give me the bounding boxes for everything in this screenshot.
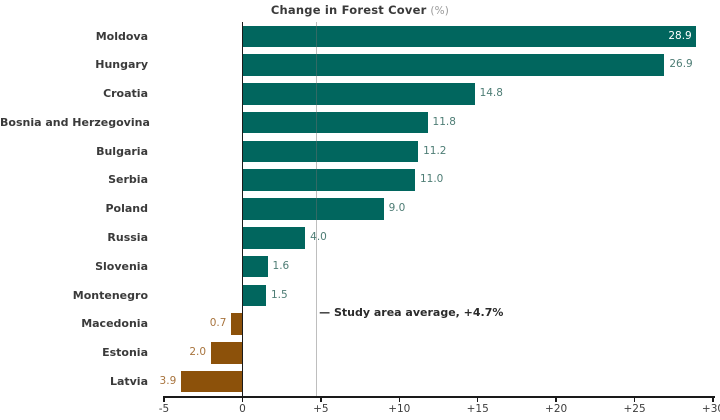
bar-bosnia-and-herzegovina	[242, 111, 428, 134]
bar-russia	[242, 227, 306, 249]
bar-latvia	[181, 370, 243, 393]
average-annotation: — Study area average, +4.7%	[319, 306, 504, 320]
x-tick--5	[163, 397, 165, 402]
category-label-bosnia-and-herzegovina: Bosnia and Herzegovina	[0, 115, 150, 129]
zero-axis-line	[241, 22, 244, 398]
category-label-latvia: Latvia	[109, 374, 148, 388]
category-label-bulgaria: Bulgaria	[96, 144, 148, 158]
category-label-hungary: Hungary	[95, 58, 148, 72]
x-tick-label-+30: +30	[701, 403, 720, 415]
value-label-moldova: 28.9	[668, 29, 692, 42]
category-label-croatia: Croatia	[103, 87, 148, 101]
category-label-montenegro: Montenegro	[72, 288, 148, 302]
chart-title-unit: (%)	[430, 5, 450, 17]
category-label-macedonia: Macedonia	[81, 317, 148, 331]
bar-macedonia	[231, 313, 243, 335]
x-tick-+20	[555, 397, 557, 402]
x-tick-+5	[320, 397, 322, 402]
x-tick-label-0: 0	[239, 403, 246, 415]
value-label-bosnia-and-herzegovina: 11.8	[432, 115, 456, 128]
value-label-slovenia: 1.6	[272, 259, 290, 272]
bar-bulgaria	[242, 140, 419, 163]
x-tick-label-+10: +10	[388, 403, 411, 415]
bar-hungary	[242, 54, 665, 76]
value-label-estonia: 2.0	[189, 346, 207, 359]
chart-title: Change in Forest Cover (%)	[0, 3, 720, 17]
chart-title-text: Change in Forest Cover	[270, 3, 427, 17]
bar-slovenia	[242, 255, 268, 278]
x-axis-line	[163, 396, 715, 398]
x-tick-+25	[633, 397, 636, 402]
x-tick-+15	[476, 397, 479, 402]
x-tick-label-+5: +5	[313, 403, 329, 415]
x-tick-0	[241, 397, 244, 402]
value-label-bulgaria: 11.2	[423, 144, 447, 157]
value-label-serbia: 11.0	[419, 173, 444, 186]
category-label-slovenia: Slovenia	[95, 259, 148, 273]
value-label-latvia: 3.9	[159, 374, 177, 387]
bar-montenegro	[242, 284, 266, 307]
value-label-montenegro: 1.5	[270, 288, 288, 301]
average-line	[315, 22, 317, 396]
bar-croatia	[242, 83, 475, 105]
category-label-poland: Poland	[105, 202, 148, 216]
bar-estonia	[211, 342, 243, 364]
value-label-croatia: 14.8	[479, 87, 503, 100]
x-tick-+30	[712, 397, 714, 402]
value-label-russia: 4.0	[310, 231, 327, 244]
x-tick-label--5: -5	[158, 403, 170, 415]
x-tick-label-+15: +15	[466, 403, 489, 415]
value-label-poland: 9.0	[388, 202, 406, 215]
category-label-russia: Russia	[107, 231, 148, 245]
value-label-hungary: 26.9	[669, 58, 693, 71]
bar-moldova	[242, 25, 696, 48]
category-label-serbia: Serbia	[108, 173, 148, 187]
x-tick-label-+25: +25	[623, 403, 646, 415]
x-tick-+10	[398, 397, 401, 402]
bar-serbia	[242, 169, 415, 191]
x-tick-label-+20: +20	[545, 403, 568, 415]
bar-poland	[242, 198, 384, 220]
category-label-estonia: Estonia	[102, 346, 148, 360]
value-label-macedonia: 0.7	[209, 317, 227, 330]
category-label-moldova: Moldova	[95, 29, 148, 43]
